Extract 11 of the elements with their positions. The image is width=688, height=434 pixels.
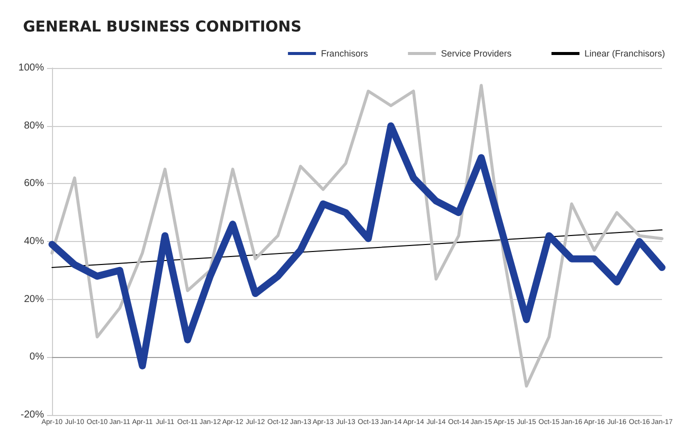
y-tick-label: 0%	[30, 352, 44, 363]
y-tick-label: 20%	[24, 294, 44, 305]
y-tick-label: 80%	[24, 120, 44, 132]
y-tick-label: -20%	[20, 410, 44, 420]
y-tick-label: 40%	[24, 236, 44, 247]
legend-label: Service Providers	[440, 48, 512, 58]
y-tick-label: 60%	[24, 178, 44, 190]
legend-label: Franchisors	[320, 48, 368, 58]
chart-title: GENERAL BUSINESS CONDITIONS	[23, 18, 302, 36]
y-tick-label: 100%	[18, 62, 44, 74]
legend-label: Linear (Franchisors)	[584, 48, 666, 58]
